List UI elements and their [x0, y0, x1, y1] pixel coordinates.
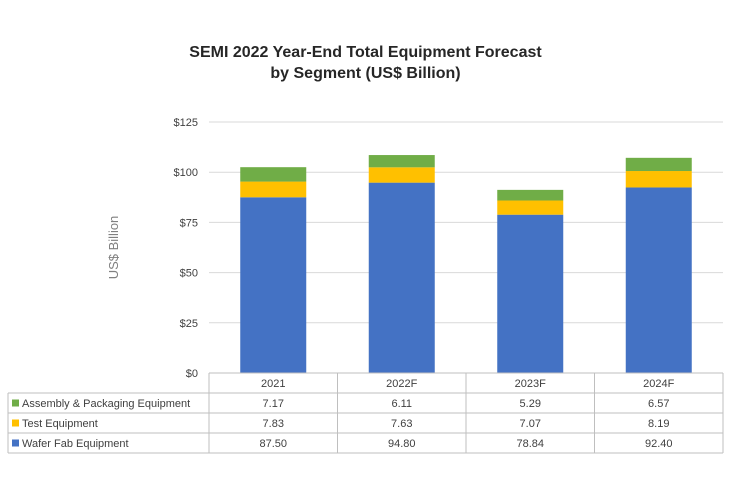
x-category-label: 2021 [261, 378, 285, 390]
data-label: 8.19 [648, 418, 669, 430]
chart-title: SEMI 2022 Year-End Total Equipment Forec… [0, 42, 731, 84]
bar-segment-wafer-fab [497, 214, 564, 373]
bar-segment-test [368, 167, 435, 183]
bars [240, 155, 692, 373]
bar-segment-test [625, 171, 692, 188]
x-category-label: 2022F [386, 378, 417, 390]
bar-segment-wafer-fab [625, 187, 692, 373]
y-tick-label: $125 [174, 117, 198, 129]
data-label: 87.50 [259, 438, 287, 450]
legend-swatch [12, 399, 19, 407]
y-tick-label: $0 [186, 368, 198, 380]
bar-segment-assembly-packaging [368, 155, 435, 168]
data-label: 7.63 [391, 418, 412, 430]
data-label: 94.80 [388, 438, 416, 450]
x-category-label: 2023F [515, 378, 546, 390]
data-label: 6.11 [391, 398, 412, 410]
data-label: 7.83 [263, 418, 284, 430]
bar-segment-assembly-packaging [497, 189, 564, 201]
subtitle-line: by Segment (US$ Billion) [270, 65, 461, 82]
bar-segment-assembly-packaging [240, 167, 307, 182]
y-axis-label: US$ Billion [106, 216, 121, 280]
y-axis-ticks: $0 $25 $50 $75 $100 $125 [174, 117, 198, 380]
legend-swatch [12, 439, 19, 447]
data-label: 6.57 [648, 398, 669, 410]
data-label: 7.17 [263, 398, 284, 410]
legend-entry: Test Equipment [22, 418, 98, 430]
data-label: 92.40 [645, 438, 673, 450]
y-tick-label: $25 [180, 318, 198, 330]
data-label: 7.07 [520, 418, 541, 430]
bar-segment-test [497, 200, 564, 215]
title-line: SEMI 2022 Year-End Total Equipment Forec… [189, 44, 542, 61]
data-table: 2021 2022F 2023F 2024F Assembly & Packaging … [7, 372, 724, 454]
bar-segment-test [240, 181, 307, 198]
bar-segment-wafer-fab [368, 182, 435, 373]
data-label: 5.29 [520, 398, 541, 410]
bar-segment-wafer-fab [240, 197, 307, 373]
bar-segment-assembly-packaging [625, 157, 692, 172]
legend-swatch [12, 419, 19, 427]
y-tick-label: $100 [174, 167, 198, 179]
legend-entry: Wafer Fab Equipment [22, 438, 129, 450]
legend-entry: Assembly & Packaging Equipment [22, 398, 190, 410]
data-label: 78.84 [516, 438, 544, 450]
y-tick-label: $75 [180, 217, 198, 229]
x-category-label: 2024F [643, 378, 674, 390]
y-tick-label: $50 [180, 268, 198, 280]
